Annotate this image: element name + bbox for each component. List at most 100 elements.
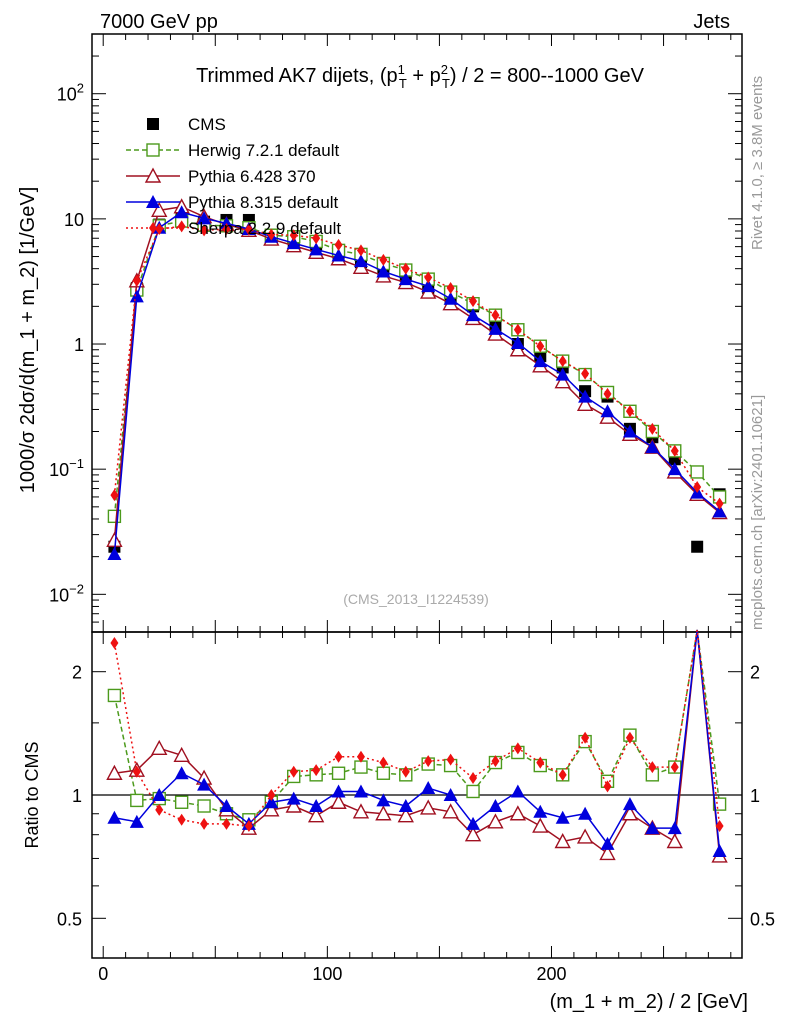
- chart-title: Trimmed AK7 dijets, (p1 T + p2 T) / 2 = 80…: [196, 62, 645, 91]
- data-point: [106, 764, 123, 780]
- legend: CMS Herwig 7.2.1 default Pythia 6.428 370 P…: [126, 115, 341, 238]
- ratio-y-tick-label: 0.5: [57, 909, 82, 929]
- y-tick-label: 10−1: [49, 456, 84, 480]
- data-point: [129, 289, 144, 303]
- data-point: [155, 803, 164, 816]
- legend-label: Pythia 8.315 default: [188, 193, 339, 212]
- data-point: [177, 813, 186, 826]
- jets-label: Jets: [693, 11, 730, 33]
- data-point: [130, 793, 144, 808]
- data-point: [200, 224, 209, 237]
- data-point: [645, 821, 660, 835]
- data-point: [289, 229, 298, 242]
- series-line: [113, 629, 721, 821]
- data-point: [558, 768, 567, 781]
- series-pythia: [107, 205, 727, 560]
- data-point: [263, 801, 280, 817]
- x-tick-label: 0: [98, 964, 108, 984]
- data-point: [289, 765, 298, 778]
- series-sherpa: [110, 629, 724, 833]
- series-pythia: [106, 198, 728, 548]
- title-part-2: + p: [407, 65, 441, 87]
- data-point: [379, 756, 388, 769]
- series-pythia: [106, 629, 728, 863]
- data-point: [576, 395, 594, 411]
- data-point: [442, 803, 459, 819]
- data-point: [443, 291, 458, 305]
- data-point: [491, 755, 500, 768]
- data-point: [581, 367, 590, 380]
- data-point: [625, 731, 634, 744]
- data-point: [667, 821, 682, 835]
- series-cms: [108, 212, 726, 553]
- data-point: [421, 279, 436, 293]
- data-point: [129, 814, 144, 828]
- data-point: [466, 308, 481, 322]
- data-point: [578, 806, 593, 820]
- data-point: [200, 817, 209, 830]
- title-sub-1: T: [399, 76, 407, 91]
- data-point: [421, 781, 436, 795]
- data-point: [356, 750, 365, 763]
- data-point: [398, 272, 413, 286]
- main-panel: 10−2 10−1 1 10 102: [49, 33, 743, 633]
- data-point: [532, 817, 549, 833]
- legend-marker: [146, 195, 160, 208]
- legend-marker: [147, 118, 159, 130]
- data-point: [375, 805, 392, 821]
- data-point: [558, 355, 567, 368]
- data-point: [509, 341, 527, 357]
- data-point: [509, 805, 527, 821]
- data-point: [401, 765, 410, 778]
- ratio-y-tick-label-right: 0.5: [750, 909, 775, 929]
- data-point: [621, 805, 639, 821]
- x-tick-label: 200: [536, 964, 566, 984]
- data-point: [510, 335, 525, 349]
- ratio-y-tick-label: 2: [72, 663, 82, 683]
- data-point: [376, 766, 391, 780]
- data-point: [132, 274, 141, 287]
- data-point: [712, 797, 727, 811]
- data-point: [446, 753, 455, 766]
- y-tick-label: 102: [57, 81, 84, 105]
- data-point: [398, 799, 413, 813]
- data-point: [712, 843, 727, 857]
- legend-marker: [146, 143, 160, 157]
- data-point: [174, 205, 189, 219]
- data-point: [603, 780, 612, 793]
- data-point: [110, 637, 119, 650]
- series-line: [113, 205, 721, 541]
- ratio-ylabel: Ratio to CMS: [22, 741, 42, 848]
- data-point: [197, 799, 211, 813]
- title-sub-2: T: [442, 76, 450, 91]
- data-point: [177, 220, 186, 233]
- y-tick-label: 10−2: [49, 581, 84, 605]
- data-point: [353, 784, 368, 798]
- data-point: [599, 844, 616, 861]
- series-line: [113, 211, 721, 555]
- data-point: [312, 232, 321, 245]
- data-point: [222, 222, 231, 235]
- data-point: [576, 828, 594, 844]
- data-point: [330, 793, 347, 809]
- data-point: [536, 756, 545, 769]
- data-point: [666, 833, 683, 849]
- data-point: [286, 236, 301, 250]
- data-point: [309, 799, 324, 813]
- data-point: [645, 440, 660, 454]
- data-point: [152, 788, 167, 801]
- data-point: [331, 784, 346, 798]
- series-line: [113, 220, 721, 517]
- data-point: [443, 788, 458, 801]
- ratio-y-tick-label: 1: [72, 786, 82, 806]
- data-point: [107, 546, 122, 560]
- data-point: [715, 497, 724, 510]
- data-point: [352, 803, 370, 819]
- series-line: [114, 629, 721, 857]
- x-tick-label: 100: [312, 964, 342, 984]
- analysis-id: (CMS_2013_I1224539): [343, 591, 489, 607]
- series-herwig: [107, 214, 727, 524]
- data-point: [533, 354, 548, 368]
- data-point: [469, 772, 478, 785]
